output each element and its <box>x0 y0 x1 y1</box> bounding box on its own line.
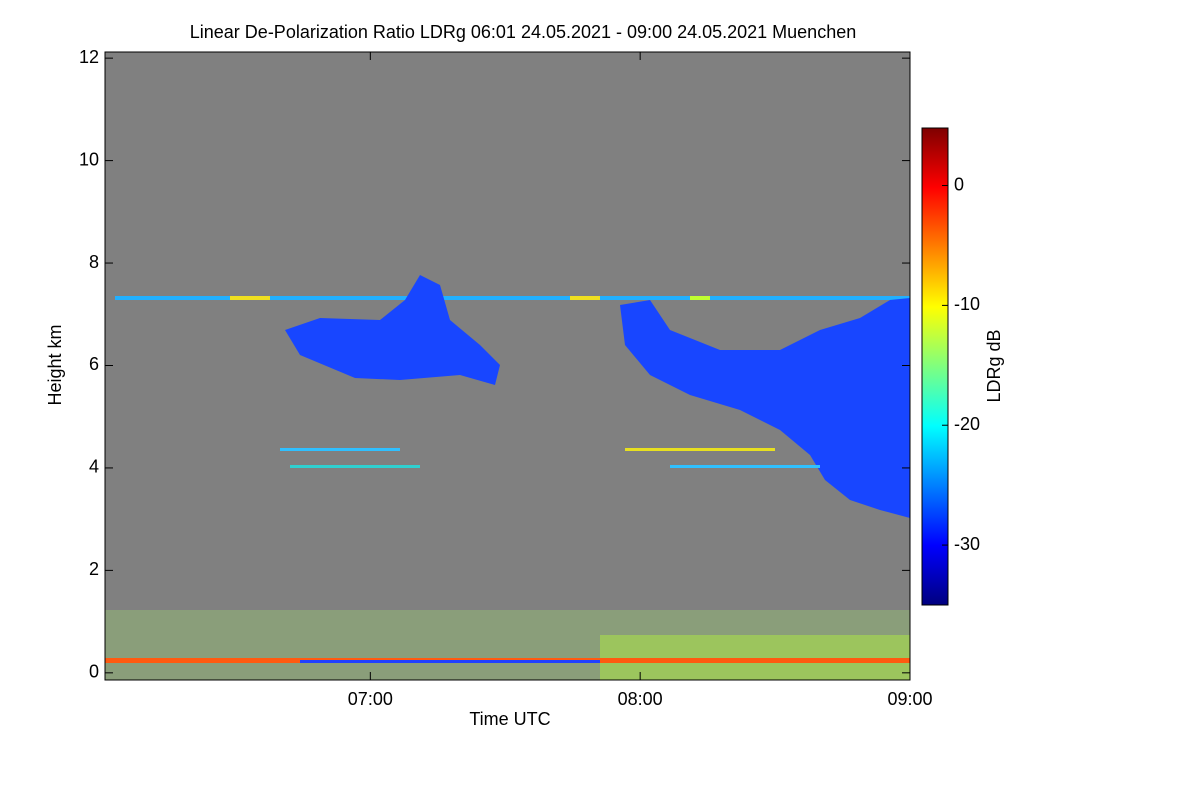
chart-title: Linear De-Polarization Ratio LDRg 06:01 … <box>190 22 856 42</box>
plot-frame <box>104 51 911 681</box>
colorbar <box>921 127 949 606</box>
y-tick-label: 8 <box>89 252 99 272</box>
colorbar-tick-label: -30 <box>954 534 980 554</box>
x-axis-label: Time UTC <box>469 709 550 729</box>
colorbar-tick-label: -20 <box>954 414 980 434</box>
y-tick-label: 2 <box>89 559 99 579</box>
y-tick-label: 6 <box>89 354 99 374</box>
y-tick-label: 0 <box>89 662 99 682</box>
lidar-features <box>105 275 910 680</box>
y-tick-label: 12 <box>79 47 99 67</box>
x-tick-label: 08:00 <box>618 689 663 709</box>
colorbar-tick-label: -10 <box>954 294 980 314</box>
x-tick-label: 09:00 <box>887 689 932 709</box>
x-tick-label: 07:00 <box>348 689 393 709</box>
colorbar-label: LDRg dB <box>984 329 1004 402</box>
colorbar-tick-label: 0 <box>954 174 964 194</box>
y-tick-label: 10 <box>79 149 99 169</box>
y-tick-label: 4 <box>89 457 99 477</box>
y-axis-label: Height km <box>45 324 65 405</box>
